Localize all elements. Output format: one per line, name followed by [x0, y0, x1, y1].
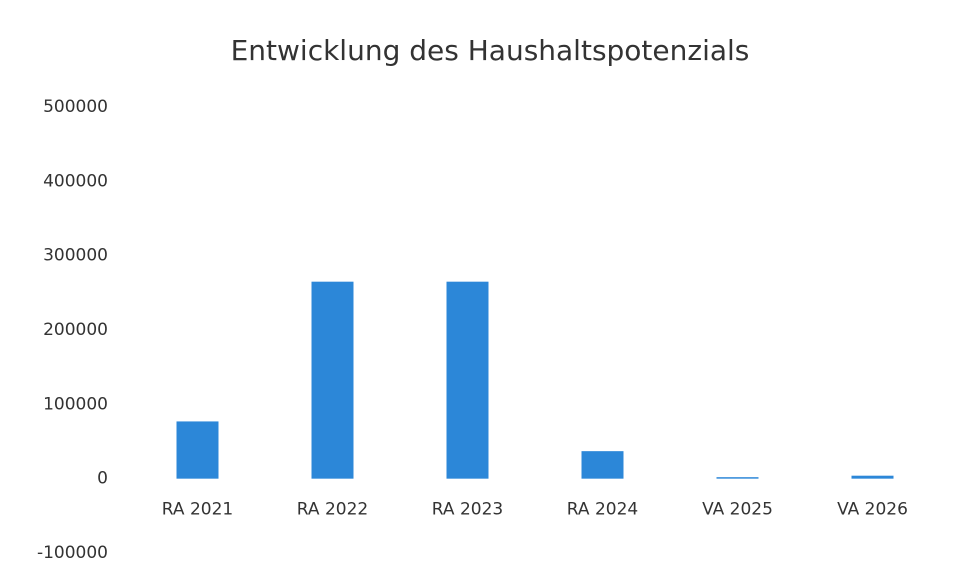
- y-tick-label: 300000: [43, 246, 108, 266]
- bar: [176, 421, 219, 479]
- x-tick-label: VA 2025: [702, 500, 773, 520]
- x-tick-label: RA 2021: [162, 500, 233, 520]
- y-tick-label: 400000: [43, 171, 108, 191]
- x-tick-label: RA 2022: [297, 500, 368, 520]
- bar: [311, 281, 354, 479]
- x-tick-label: RA 2024: [567, 500, 638, 520]
- bar: [581, 451, 624, 479]
- y-tick-label: 100000: [43, 394, 108, 414]
- y-tick-label: 0: [97, 469, 108, 489]
- y-tick-label: -100000: [37, 543, 108, 563]
- bar: [446, 281, 489, 479]
- y-tick-label: 200000: [43, 320, 108, 340]
- x-tick-label: RA 2023: [432, 500, 503, 520]
- chart-title: Entwicklung des Haushaltspotenzials: [231, 34, 750, 67]
- x-tick-label: VA 2026: [837, 500, 908, 520]
- bar: [851, 475, 894, 479]
- y-tick-label: 500000: [43, 97, 108, 117]
- bar: [716, 477, 759, 479]
